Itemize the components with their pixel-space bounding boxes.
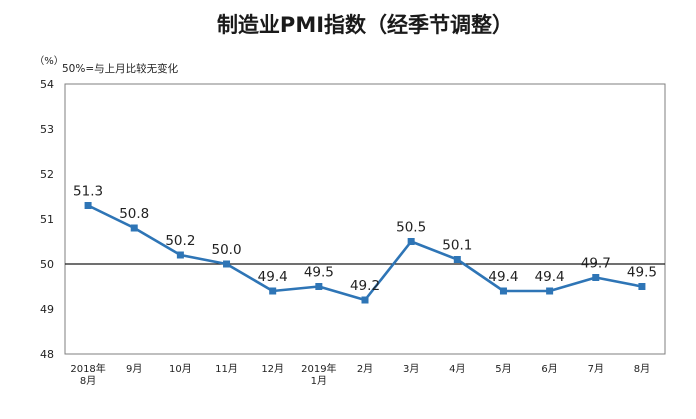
chart-title: 制造业PMI指数（经季节调整） bbox=[217, 13, 513, 37]
data-point-marker bbox=[499, 287, 507, 295]
data-label: 50.1 bbox=[442, 238, 472, 254]
data-point-marker bbox=[361, 296, 369, 304]
data-point-marker bbox=[407, 238, 415, 245]
x-tick-line: 2019年 bbox=[301, 362, 336, 375]
plot-area-frame bbox=[64, 83, 666, 355]
x-tick-line: 7月 bbox=[588, 363, 604, 375]
x-tick-line: 12月 bbox=[261, 363, 284, 375]
data-point-marker bbox=[638, 283, 646, 290]
data-label: 49.5 bbox=[304, 265, 334, 281]
y-axis-ticks: 48 49 50 51 52 53 54 bbox=[40, 78, 54, 361]
x-tick-label: 4月 bbox=[449, 363, 465, 375]
x-tick-label: 7月 bbox=[588, 363, 604, 375]
data-point-marker bbox=[130, 224, 138, 232]
x-tick-label: 2018年 8月 bbox=[70, 362, 105, 387]
y-tick-label: 49 bbox=[40, 303, 54, 316]
data-point-marker bbox=[176, 251, 184, 259]
x-tick-label: 2月 bbox=[357, 363, 373, 375]
data-label: 51.3 bbox=[73, 184, 103, 200]
data-labels: 51.3 50.8 50.2 50.0 49.4 49.5 49.2 50.5 50.1 49.4… bbox=[73, 184, 657, 295]
x-tick-label: 11月 bbox=[215, 363, 238, 375]
x-tick-line: 8月 bbox=[80, 375, 96, 387]
x-tick-line: 2月 bbox=[357, 363, 373, 375]
chart-note: 50%=与上月比较无变化 bbox=[62, 62, 179, 75]
data-point-marker bbox=[453, 256, 461, 263]
x-tick-label: 10月 bbox=[169, 363, 192, 375]
x-tick-line: 6月 bbox=[541, 363, 557, 375]
y-tick-label: 50 bbox=[40, 258, 54, 271]
data-label: 50.5 bbox=[396, 220, 426, 236]
x-tick-line: 1月 bbox=[311, 375, 327, 387]
x-tick-label: 9月 bbox=[126, 363, 142, 375]
y-tick-label: 54 bbox=[40, 78, 54, 91]
x-tick-line: 10月 bbox=[169, 363, 192, 375]
data-point-marker bbox=[592, 274, 600, 281]
x-tick-label: 2019年 1月 bbox=[301, 362, 336, 387]
data-point-marker bbox=[269, 287, 277, 295]
y-tick-label: 52 bbox=[40, 168, 54, 181]
data-label: 49.4 bbox=[535, 269, 565, 285]
x-tick-line: 5月 bbox=[495, 363, 511, 375]
x-tick-label: 12月 bbox=[261, 363, 284, 375]
x-tick-label: 8月 bbox=[634, 363, 650, 375]
data-point-marker bbox=[546, 287, 554, 295]
data-point-marker bbox=[315, 283, 323, 290]
x-tick-line: 2018年 bbox=[70, 362, 105, 375]
data-label: 50.2 bbox=[165, 233, 195, 249]
data-point-marker bbox=[84, 202, 92, 209]
x-tick-line: 4月 bbox=[449, 363, 465, 375]
x-tick-line: 3月 bbox=[403, 363, 419, 375]
x-tick-label: 6月 bbox=[541, 363, 557, 375]
data-label: 49.5 bbox=[627, 265, 657, 281]
data-label: 49.7 bbox=[581, 256, 611, 272]
data-label: 50.8 bbox=[119, 206, 149, 222]
y-tick-label: 53 bbox=[40, 123, 54, 136]
x-tick-label: 5月 bbox=[495, 363, 511, 375]
x-tick-line: 11月 bbox=[215, 363, 238, 375]
data-label: 49.4 bbox=[258, 269, 288, 285]
data-label: 49.4 bbox=[488, 269, 518, 285]
data-label: 50.0 bbox=[212, 242, 242, 258]
x-tick-line: 9月 bbox=[126, 363, 142, 375]
series-layer bbox=[84, 202, 646, 304]
data-label: 49.2 bbox=[350, 278, 380, 294]
y-tick-label: 48 bbox=[40, 348, 54, 361]
x-tick-line: 8月 bbox=[634, 363, 650, 375]
y-tick-label: 51 bbox=[40, 213, 54, 226]
y-axis-unit: （%） bbox=[34, 55, 64, 67]
x-tick-label: 3月 bbox=[403, 363, 419, 375]
data-point-marker bbox=[223, 260, 231, 268]
